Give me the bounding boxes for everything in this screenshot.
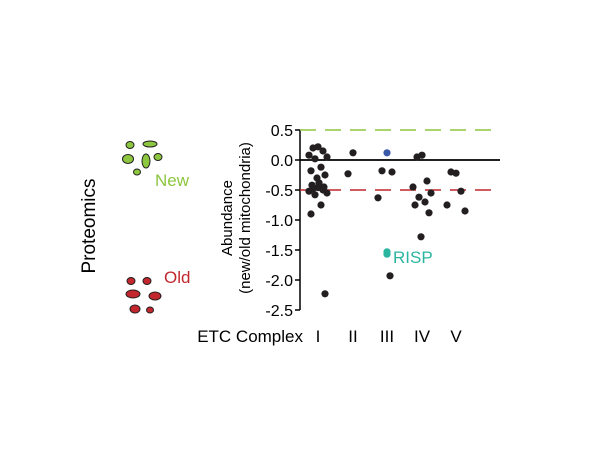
data-point	[447, 168, 455, 176]
data-point	[323, 153, 331, 161]
data-point	[321, 171, 329, 179]
y-tick-label: -1.5	[265, 243, 293, 260]
data-point	[305, 187, 313, 195]
y-tick-label: -2.0	[265, 273, 293, 290]
data-point	[374, 194, 382, 202]
proteomics-schematic: Proteomics New Old	[79, 140, 190, 314]
y-tick-label: -2.5	[265, 303, 293, 320]
data-point	[319, 147, 327, 155]
y-tick-label: -1.0	[265, 213, 293, 230]
x-category-label: III	[380, 327, 394, 346]
data-point	[421, 198, 429, 206]
data-point	[311, 191, 319, 199]
x-axis-label: ETC Complex	[197, 327, 303, 346]
data-point	[443, 201, 451, 209]
data-point	[457, 187, 465, 195]
data-point	[409, 183, 417, 191]
reference-lines	[300, 129, 500, 191]
proteomics-label: Proteomics	[79, 178, 100, 273]
data-point	[415, 193, 423, 201]
data-point	[317, 163, 325, 171]
new-mitochondria-icon	[122, 140, 163, 176]
x-axis-categories: I II III IV V	[316, 327, 463, 346]
data-point	[311, 155, 319, 163]
x-category-label: IV	[414, 327, 431, 346]
annotations: RISP	[393, 248, 433, 267]
data-point	[417, 233, 425, 241]
data-point	[411, 201, 419, 209]
data-point-highlight	[383, 149, 391, 157]
y-axis-label-line1: Abundance	[219, 180, 236, 256]
data-point	[388, 168, 396, 176]
data-point	[344, 170, 352, 178]
data-point	[423, 177, 431, 185]
new-label: New	[155, 171, 190, 190]
x-category-label: I	[316, 327, 321, 346]
y-tick-label: -0.5	[265, 183, 293, 200]
data-point	[305, 151, 313, 159]
data-point-risp	[383, 250, 391, 258]
data-point	[427, 189, 435, 197]
y-tick-label: 0.0	[271, 153, 293, 170]
data-point	[307, 210, 315, 218]
y-axis: 0.5 0.0 -0.5 -1.0 -1.5 -2.0 -2.5	[265, 123, 301, 320]
old-label: Old	[164, 268, 190, 287]
data-point	[386, 272, 394, 280]
data-point	[317, 201, 325, 209]
risp-annotation: RISP	[393, 248, 433, 267]
data-point	[321, 290, 329, 298]
x-category-label: V	[450, 327, 462, 346]
data-point	[309, 144, 317, 152]
y-tick-label: 0.5	[271, 123, 293, 140]
data-point	[413, 153, 421, 161]
y-axis-label-line2: (new/old mitochondria)	[237, 142, 254, 294]
x-category-label: II	[348, 327, 357, 346]
old-mitochondria-icon	[125, 277, 162, 314]
data-point	[349, 149, 357, 157]
data-point	[323, 189, 331, 197]
data-points	[305, 143, 469, 298]
data-point	[307, 167, 315, 175]
data-point	[425, 209, 433, 217]
data-point	[378, 167, 386, 175]
scatter-chart: Abundance (new/old mitochondria) 0.5 0.0 -…	[197, 123, 500, 346]
data-point	[461, 207, 469, 215]
